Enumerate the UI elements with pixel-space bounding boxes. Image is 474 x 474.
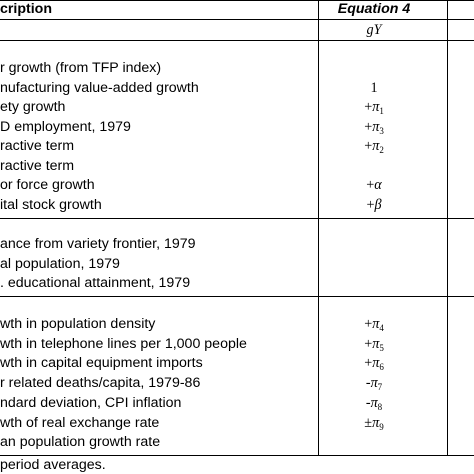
top-rule	[0, 0, 474, 1]
header-rule	[0, 19, 474, 20]
variable-label: ractive term	[0, 157, 75, 174]
coefficient-sign: +π5	[364, 335, 384, 353]
table-footnote: period averages.	[0, 457, 106, 473]
variable-label: ance from variety frontier, 1979	[0, 236, 196, 252]
variable-label: ety growth	[0, 99, 66, 115]
variable-label: ital stock growth	[0, 196, 102, 213]
coefficient-sign: +α	[366, 177, 382, 193]
variable-label: D employment, 1979	[0, 118, 131, 135]
variable-label: wth in capital equipment imports	[0, 355, 203, 372]
description-header: cription	[0, 1, 53, 17]
coefficient-sign: ±π9	[364, 414, 384, 432]
subheader-rule	[0, 40, 474, 41]
variable-label: r related deaths/capita, 1979-86	[0, 375, 201, 392]
column-divider-right	[447, 0, 448, 455]
section1-rule	[0, 218, 474, 219]
coefficient-sign: +π4	[364, 316, 384, 333]
variable-label: r growth (from TFP index)	[0, 60, 162, 76]
coefficient-sign: +π2	[364, 138, 384, 155]
coefficient-sign: -π7	[365, 375, 383, 393]
variable-label: or force growth	[0, 177, 95, 193]
section2-rule	[0, 296, 474, 297]
variable-label: . educational attainment, 1979	[0, 275, 191, 291]
dependent-variable: gY	[366, 22, 382, 38]
coefficient-sign: +π1	[364, 99, 384, 116]
variable-label: wth of real exchange rate	[0, 414, 160, 431]
column-divider-left	[318, 0, 319, 455]
variable-label: ndard deviation, CPI inflation	[0, 394, 182, 411]
variable-label: nufacturing value-added growth	[0, 79, 199, 96]
variable-label: ractive term	[0, 138, 75, 154]
coefficient-sign: 1	[370, 79, 378, 96]
coefficient-sign: +β	[366, 196, 382, 213]
variable-label: an population growth rate	[0, 434, 161, 451]
variable-label: wth in population density	[0, 316, 156, 332]
variable-label: al population, 1979	[0, 255, 120, 272]
equation-header: Equation 4	[337, 1, 411, 17]
coefficient-sign: +π6	[364, 355, 384, 373]
coefficient-sign: +π3	[364, 118, 384, 136]
coefficient-sign: -π8	[365, 394, 383, 412]
bottom-rule	[0, 455, 474, 456]
variable-label: wth in telephone lines per 1,000 people	[0, 335, 247, 352]
